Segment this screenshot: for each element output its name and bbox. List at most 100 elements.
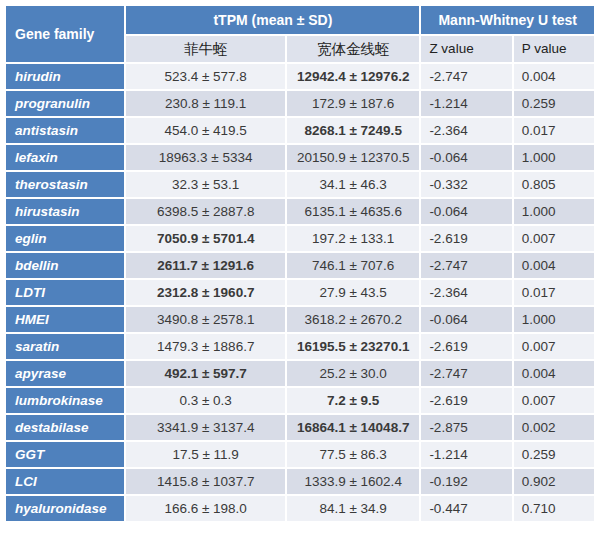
table-header: Gene family tTPM (mean ± SD) Mann-Whitne… <box>6 6 594 62</box>
table-row: lumbrokinase0.3 ± 0.37.2 ± 9.5-2.6190.00… <box>6 388 594 413</box>
gene-name-cell: lefaxin <box>6 145 124 170</box>
p-value-cell: 0.002 <box>514 415 594 440</box>
gene-name-cell: eglin <box>6 226 124 251</box>
p-value-cell: 0.902 <box>514 469 594 494</box>
ttpm-kuantijinxianzhi-cell: 7.2 ± 9.5 <box>287 388 419 413</box>
header-p-value: P value <box>514 36 594 62</box>
gene-name-cell: GGT <box>6 442 124 467</box>
p-value-cell: 0.710 <box>514 496 594 521</box>
ttpm-kuantijinxianzhi-cell: 8268.1 ± 7249.5 <box>287 118 419 143</box>
z-value-cell: -2.364 <box>421 280 511 305</box>
z-value-cell: -2.747 <box>421 64 511 89</box>
ttpm-feiniuzhi-cell: 3341.9 ± 3137.4 <box>126 415 285 440</box>
table-row: LCI1415.8 ± 1037.71333.9 ± 1602.4-0.1920… <box>6 469 594 494</box>
ttpm-feiniuzhi-cell: 6398.5 ± 2887.8 <box>126 199 285 224</box>
ttpm-kuantijinxianzhi-cell: 77.5 ± 86.3 <box>287 442 419 467</box>
table-row: LDTI2312.8 ± 1960.727.9 ± 43.5-2.3640.01… <box>6 280 594 305</box>
ttpm-feiniuzhi-cell: 1479.3 ± 1886.7 <box>126 334 285 359</box>
gene-table-body: hirudin523.4 ± 577.812942.4 ± 12976.2-2.… <box>6 64 594 521</box>
ttpm-kuantijinxianzhi-cell: 197.2 ± 133.1 <box>287 226 419 251</box>
gene-name-cell: lumbrokinase <box>6 388 124 413</box>
z-value-cell: -2.619 <box>421 388 511 413</box>
ttpm-kuantijinxianzhi-cell: 1333.9 ± 1602.4 <box>287 469 419 494</box>
gene-name-cell: destabilase <box>6 415 124 440</box>
table-row: hirustasin6398.5 ± 2887.86135.1 ± 4635.6… <box>6 199 594 224</box>
p-value-cell: 1.000 <box>514 199 594 224</box>
ttpm-feiniuzhi-cell: 7050.9 ± 5701.4 <box>126 226 285 251</box>
table-row: bdellin2611.7 ± 1291.6746.1 ± 707.6-2.74… <box>6 253 594 278</box>
gene-name-cell: HMEI <box>6 307 124 332</box>
p-value-cell: 0.259 <box>514 91 594 116</box>
p-value-cell: 0.004 <box>514 253 594 278</box>
p-value-cell: 0.805 <box>514 172 594 197</box>
header-z-value: Z value <box>421 36 511 62</box>
table-row: hyaluronidase166.6 ± 198.084.1 ± 34.9-0.… <box>6 496 594 521</box>
ttpm-kuantijinxianzhi-cell: 16195.5 ± 23270.1 <box>287 334 419 359</box>
table-row: apyrase492.1 ± 597.725.2 ± 30.0-2.7470.0… <box>6 361 594 386</box>
header-species-feiniuzhi: 菲牛蛭 <box>126 36 285 62</box>
z-value-cell: -0.332 <box>421 172 511 197</box>
ttpm-feiniuzhi-cell: 2611.7 ± 1291.6 <box>126 253 285 278</box>
ttpm-feiniuzhi-cell: 0.3 ± 0.3 <box>126 388 285 413</box>
header-ttpm-group: tTPM (mean ± SD) <box>126 6 419 34</box>
p-value-cell: 1.000 <box>514 307 594 332</box>
ttpm-feiniuzhi-cell: 1415.8 ± 1037.7 <box>126 469 285 494</box>
p-value-cell: 0.259 <box>514 442 594 467</box>
ttpm-kuantijinxianzhi-cell: 746.1 ± 707.6 <box>287 253 419 278</box>
table-row: eglin7050.9 ± 5701.4197.2 ± 133.1-2.6190… <box>6 226 594 251</box>
table-row: progranulin230.8 ± 119.1172.9 ± 187.6-1.… <box>6 91 594 116</box>
table-row: hirudin523.4 ± 577.812942.4 ± 12976.2-2.… <box>6 64 594 89</box>
p-value-cell: 0.007 <box>514 226 594 251</box>
z-value-cell: -2.619 <box>421 226 511 251</box>
z-value-cell: -2.747 <box>421 361 511 386</box>
gene-name-cell: LCI <box>6 469 124 494</box>
z-value-cell: -0.192 <box>421 469 511 494</box>
table-row: destabilase3341.9 ± 3137.416864.1 ± 1404… <box>6 415 594 440</box>
gene-name-cell: LDTI <box>6 280 124 305</box>
ttpm-feiniuzhi-cell: 18963.3 ± 5334 <box>126 145 285 170</box>
ttpm-feiniuzhi-cell: 3490.8 ± 2578.1 <box>126 307 285 332</box>
p-value-cell: 0.017 <box>514 280 594 305</box>
ttpm-feiniuzhi-cell: 492.1 ± 597.7 <box>126 361 285 386</box>
ttpm-kuantijinxianzhi-cell: 25.2 ± 30.0 <box>287 361 419 386</box>
table-row: lefaxin18963.3 ± 533420150.9 ± 12370.5-0… <box>6 145 594 170</box>
header-species-kuantijinxianzhi: 宽体金线蛭 <box>287 36 419 62</box>
p-value-cell: 0.004 <box>514 64 594 89</box>
gene-name-cell: antistasin <box>6 118 124 143</box>
z-value-cell: -0.064 <box>421 199 511 224</box>
z-value-cell: -2.875 <box>421 415 511 440</box>
ttpm-feiniuzhi-cell: 230.8 ± 119.1 <box>126 91 285 116</box>
ttpm-kuantijinxianzhi-cell: 172.9 ± 187.6 <box>287 91 419 116</box>
z-value-cell: -1.214 <box>421 442 511 467</box>
ttpm-kuantijinxianzhi-cell: 6135.1 ± 4635.6 <box>287 199 419 224</box>
ttpm-kuantijinxianzhi-cell: 27.9 ± 43.5 <box>287 280 419 305</box>
page: Gene family tTPM (mean ± SD) Mann-Whitne… <box>0 0 600 523</box>
gene-name-cell: apyrase <box>6 361 124 386</box>
p-value-cell: 0.007 <box>514 334 594 359</box>
gene-name-cell: hirudin <box>6 64 124 89</box>
p-value-cell: 0.004 <box>514 361 594 386</box>
ttpm-kuantijinxianzhi-cell: 34.1 ± 46.3 <box>287 172 419 197</box>
ttpm-feiniuzhi-cell: 523.4 ± 577.8 <box>126 64 285 89</box>
ttpm-kuantijinxianzhi-cell: 20150.9 ± 12370.5 <box>287 145 419 170</box>
header-gene-family: Gene family <box>6 6 124 62</box>
z-value-cell: -0.447 <box>421 496 511 521</box>
z-value-cell: -2.364 <box>421 118 511 143</box>
header-group-row: Gene family tTPM (mean ± SD) Mann-Whitne… <box>6 6 594 34</box>
ttpm-kuantijinxianzhi-cell: 12942.4 ± 12976.2 <box>287 64 419 89</box>
gene-name-cell: bdellin <box>6 253 124 278</box>
ttpm-kuantijinxianzhi-cell: 16864.1 ± 14048.7 <box>287 415 419 440</box>
z-value-cell: -1.214 <box>421 91 511 116</box>
gene-name-cell: hyaluronidase <box>6 496 124 521</box>
z-value-cell: -2.747 <box>421 253 511 278</box>
ttpm-kuantijinxianzhi-cell: 3618.2 ± 2670.2 <box>287 307 419 332</box>
p-value-cell: 1.000 <box>514 145 594 170</box>
ttpm-feiniuzhi-cell: 17.5 ± 11.9 <box>126 442 285 467</box>
table-row: saratin1479.3 ± 1886.716195.5 ± 23270.1-… <box>6 334 594 359</box>
gene-name-cell: saratin <box>6 334 124 359</box>
p-value-cell: 0.017 <box>514 118 594 143</box>
ttpm-feiniuzhi-cell: 454.0 ± 419.5 <box>126 118 285 143</box>
header-mann-whitney-group: Mann-Whitney U test <box>421 6 594 34</box>
gene-name-cell: therostasin <box>6 172 124 197</box>
gene-name-cell: progranulin <box>6 91 124 116</box>
